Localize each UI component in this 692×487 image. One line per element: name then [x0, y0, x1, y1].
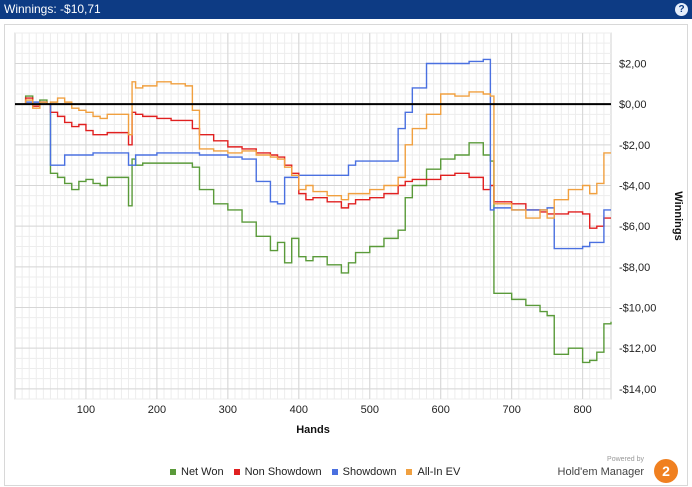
y-tick-label: -$12,00	[619, 343, 656, 355]
y-tick-label: -$6,00	[619, 221, 650, 233]
window-title: Winnings: -$10,71	[4, 2, 101, 16]
legend-item-showdown[interactable]: Showdown	[331, 466, 397, 478]
y-axis-label: Winnings	[672, 191, 684, 240]
x-tick-label: 200	[148, 404, 166, 416]
x-tick-label: 400	[290, 404, 308, 416]
chart-legend: Net Won Non Showdown Showdown All-In EV	[170, 466, 460, 478]
x-tick-label: 600	[432, 404, 450, 416]
series-line-net-won	[15, 95, 612, 364]
hem-logo-icon: 2	[654, 459, 678, 483]
x-tick-label: 100	[77, 404, 95, 416]
y-tick-label: -$10,00	[619, 303, 656, 315]
branding: Powered by Hold'em Manager 2	[552, 456, 682, 484]
chart-container: 100 200 300 400 500 600 700 800 $2,00 $0,00 -$2,00…	[4, 24, 688, 486]
y-tick-label: -$8,00	[619, 262, 650, 274]
legend-item-non-showdown[interactable]: Non Showdown	[233, 466, 322, 478]
series-line-all-in-ev	[15, 81, 611, 219]
legend-label: Net Won	[181, 466, 224, 478]
y-tick-label: $0,00	[619, 99, 647, 111]
y-tick-label: -$2,00	[619, 140, 650, 152]
legend-label: All-In EV	[417, 466, 461, 478]
legend-label: Showdown	[342, 466, 397, 478]
y-tick-label: -$14,00	[619, 384, 656, 396]
title-bar: Winnings: -$10,71 ?	[0, 0, 692, 19]
x-tick-label: 800	[573, 404, 591, 416]
powered-by-text: Powered by	[607, 456, 644, 463]
legend-label: Non Showdown	[244, 466, 322, 478]
legend-item-net-won[interactable]: Net Won	[170, 466, 224, 478]
x-tick-label: 500	[361, 404, 379, 416]
y-tick-label: $2,00	[619, 59, 647, 71]
x-tick-label: 300	[219, 404, 237, 416]
x-tick-label: 700	[502, 404, 520, 416]
brand-name: Hold'em Manager	[557, 466, 644, 478]
legend-item-allin-ev[interactable]: All-In EV	[406, 466, 460, 478]
winnings-chart: 100 200 300 400 500 600 700 800 $2,00 $0,00 -$2,00…	[14, 32, 684, 436]
help-icon[interactable]: ?	[675, 3, 688, 16]
y-tick-label: -$4,00	[619, 181, 650, 193]
x-axis-label: Hands	[296, 424, 330, 436]
